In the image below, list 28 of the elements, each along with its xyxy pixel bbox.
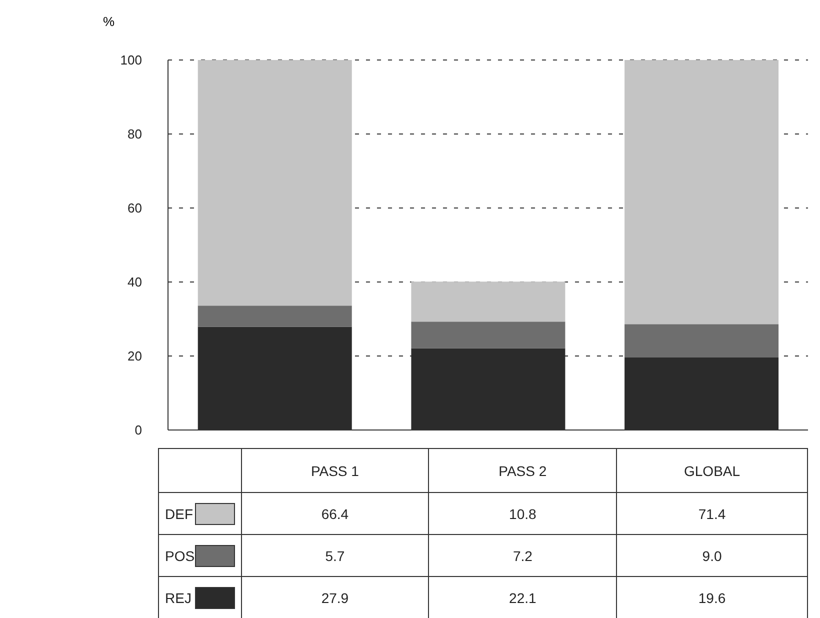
data-label: 10.8 (428, 492, 617, 534)
data-label: 66.4 (241, 492, 429, 534)
y-tick-label: 40 (128, 274, 142, 290)
data-label: 71.4 (616, 492, 808, 534)
data-label: 7.2 (428, 534, 617, 576)
y-tick-label: 100 (120, 52, 142, 68)
bar (624, 324, 779, 358)
legend-label: REJ (165, 590, 192, 606)
bar (411, 322, 566, 348)
data-label: 5.7 (241, 534, 429, 576)
x-tick-label: GLOBAL (616, 448, 808, 492)
y-tick-label: 20 (128, 348, 142, 364)
data-label: 9.0 (616, 534, 808, 576)
x-tick-label: PASS 1 (241, 448, 429, 492)
data-label: 19.6 (616, 576, 808, 618)
y-tick-label: 0 (134, 422, 142, 438)
x-tick-label: PASS 2 (428, 448, 617, 492)
y-axis-title: % (103, 14, 115, 29)
legend-label: POS (165, 548, 195, 564)
bar (198, 60, 352, 306)
bar (198, 306, 352, 327)
data-label: 22.1 (428, 576, 617, 618)
y-tick-label: 80 (128, 126, 142, 142)
data-label: 27.9 (241, 576, 429, 618)
bar (411, 282, 566, 322)
bar (624, 60, 779, 324)
legend-label: DEF (165, 506, 193, 522)
y-tick-label: 60 (128, 200, 142, 216)
